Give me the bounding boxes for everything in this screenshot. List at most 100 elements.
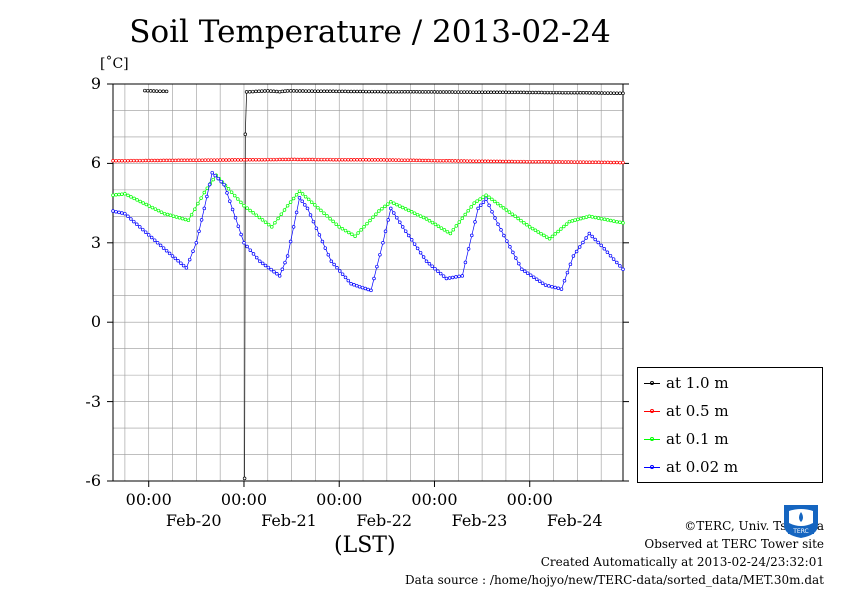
series-point-at-0-02-m: [499, 228, 503, 232]
series-point-at-0-5-m: [298, 157, 303, 162]
series-point-at-0-5-m: [606, 160, 610, 165]
series-point-at-1-0-m: [609, 91, 613, 95]
series-point-at-0-02-m: [517, 261, 521, 266]
series-point-at-0-5-m: [480, 159, 484, 164]
series-point-at-0-1-m: [380, 206, 384, 211]
series-point-at-0-02-m: [346, 278, 351, 283]
series-point-at-0-02-m: [155, 241, 160, 245]
series-point-at-0-5-m: [394, 158, 398, 162]
series-point-at-0-1-m: [570, 219, 575, 223]
series-point-at-0-02-m: [239, 232, 243, 237]
series-point-at-0-02-m: [263, 263, 268, 268]
series-point-at-1-0-m: [480, 90, 484, 94]
series-point-at-0-5-m: [411, 158, 416, 163]
series-point-at-0-1-m: [165, 212, 170, 217]
series-point-at-0-1-m: [226, 187, 231, 191]
series-point-at-0-1-m: [487, 195, 491, 200]
y-tick-label: 3: [90, 232, 101, 252]
series-point-at-0-02-m: [523, 269, 527, 274]
series-point-at-0-02-m: [436, 269, 440, 273]
series-point-at-0-1-m: [123, 192, 127, 196]
legend-label: at 1.0 m: [666, 374, 729, 392]
x-tick-time: 00:00: [220, 490, 268, 509]
series-point-at-0-1-m: [174, 215, 179, 219]
series-point-at-1-0-m: [489, 90, 493, 95]
series-point-at-0-5-m: [459, 159, 464, 163]
series-point-at-0-1-m: [457, 220, 462, 224]
series-point-at-1-0-m: [148, 89, 153, 93]
series-point-at-0-5-m: [408, 158, 413, 163]
series-point-at-0-5-m: [423, 158, 428, 163]
series-point-at-0-5-m: [358, 158, 362, 162]
series-point-at-0-1-m: [576, 217, 580, 222]
series-point-at-0-02-m: [138, 225, 142, 229]
series-point-at-1-0-m: [447, 90, 452, 94]
series-point-at-1-0-m: [269, 89, 273, 93]
series-point-at-0-5-m: [266, 157, 270, 162]
series-point-at-1-0-m: [161, 89, 166, 94]
series-point-at-1-0-m: [486, 90, 490, 94]
series-point-at-0-02-m: [479, 203, 483, 208]
series-point-at-0-5-m: [501, 159, 505, 164]
series-point-at-0-1-m: [279, 212, 284, 216]
series-point-at-0-5-m: [450, 159, 455, 163]
series-point-at-0-02-m: [173, 256, 178, 261]
series-point-at-0-5-m: [182, 158, 187, 163]
series-point-at-0-1-m: [504, 208, 509, 212]
series-point-at-0-5-m: [158, 158, 163, 163]
series-point-at-0-5-m: [584, 160, 589, 164]
series-point-at-0-02-m: [197, 229, 201, 234]
series-point-at-0-5-m: [536, 160, 541, 164]
series-point-at-0-5-m: [367, 158, 371, 162]
series-point-at-0-02-m: [326, 252, 331, 257]
series-point-at-1-0-m: [399, 90, 404, 94]
series-point-at-0-02-m: [608, 253, 613, 258]
series-point-at-0-1-m: [138, 199, 142, 204]
series-point-at-0-02-m: [553, 285, 557, 290]
series-point-at-0-1-m: [251, 211, 255, 215]
series-point-at-1-0-m: [151, 89, 156, 93]
series-point-at-0-02-m: [236, 224, 241, 228]
series-point-at-0-5-m: [224, 158, 228, 162]
series-point-at-0-02-m: [184, 266, 189, 270]
series-point-at-0-1-m: [120, 192, 124, 196]
series-point-at-0-5-m: [126, 158, 130, 163]
series-point-at-0-1-m: [567, 219, 572, 224]
series-point-at-0-02-m: [470, 233, 474, 238]
series-point-at-1-0-m: [429, 90, 434, 94]
series-point-at-0-5-m: [399, 158, 404, 162]
series-point-at-0-1-m: [362, 225, 366, 229]
series-point-at-0-5-m: [560, 160, 565, 164]
series-point-at-0-5-m: [414, 158, 419, 163]
series-point-at-0-5-m: [471, 159, 475, 163]
series-point-at-0-1-m: [254, 213, 259, 217]
series-point-at-0-5-m: [465, 159, 469, 163]
series-point-at-0-1-m: [313, 203, 317, 207]
series-point-at-0-1-m: [159, 210, 164, 214]
series-point-at-1-0-m: [349, 89, 353, 94]
series-point-at-0-02-m: [176, 259, 180, 263]
series-point-at-0-5-m: [218, 158, 222, 162]
series-point-at-0-5-m: [173, 158, 178, 163]
series-point-at-0-5-m: [444, 159, 449, 163]
chart-title: Soil Temperature / 2013-02-24: [129, 14, 611, 50]
series-point-at-0-5-m: [283, 157, 288, 162]
series-point-at-0-02-m: [338, 269, 342, 273]
series-point-at-0-5-m: [612, 160, 616, 165]
series-point-at-1-0-m: [247, 90, 252, 94]
series-point-at-0-5-m: [373, 158, 377, 162]
series-point-at-1-0-m: [397, 89, 401, 94]
series-point-at-0-02-m: [294, 210, 299, 215]
legend-entry: at 1.0 m: [644, 373, 729, 393]
series-point-at-0-02-m: [135, 222, 139, 227]
series-point-at-0-02-m: [291, 225, 296, 229]
x-axis-label: (LST): [334, 533, 396, 558]
series-point-at-0-02-m: [210, 170, 214, 175]
series-point-at-0-5-m: [135, 158, 139, 163]
series-point-at-0-5-m: [489, 159, 493, 164]
series-point-at-1-0-m: [408, 90, 413, 94]
series-point-at-0-5-m: [426, 158, 431, 163]
series-point-at-0-5-m: [391, 158, 395, 162]
series-point-at-0-1-m: [406, 208, 411, 213]
series-point-at-0-5-m: [420, 158, 425, 163]
